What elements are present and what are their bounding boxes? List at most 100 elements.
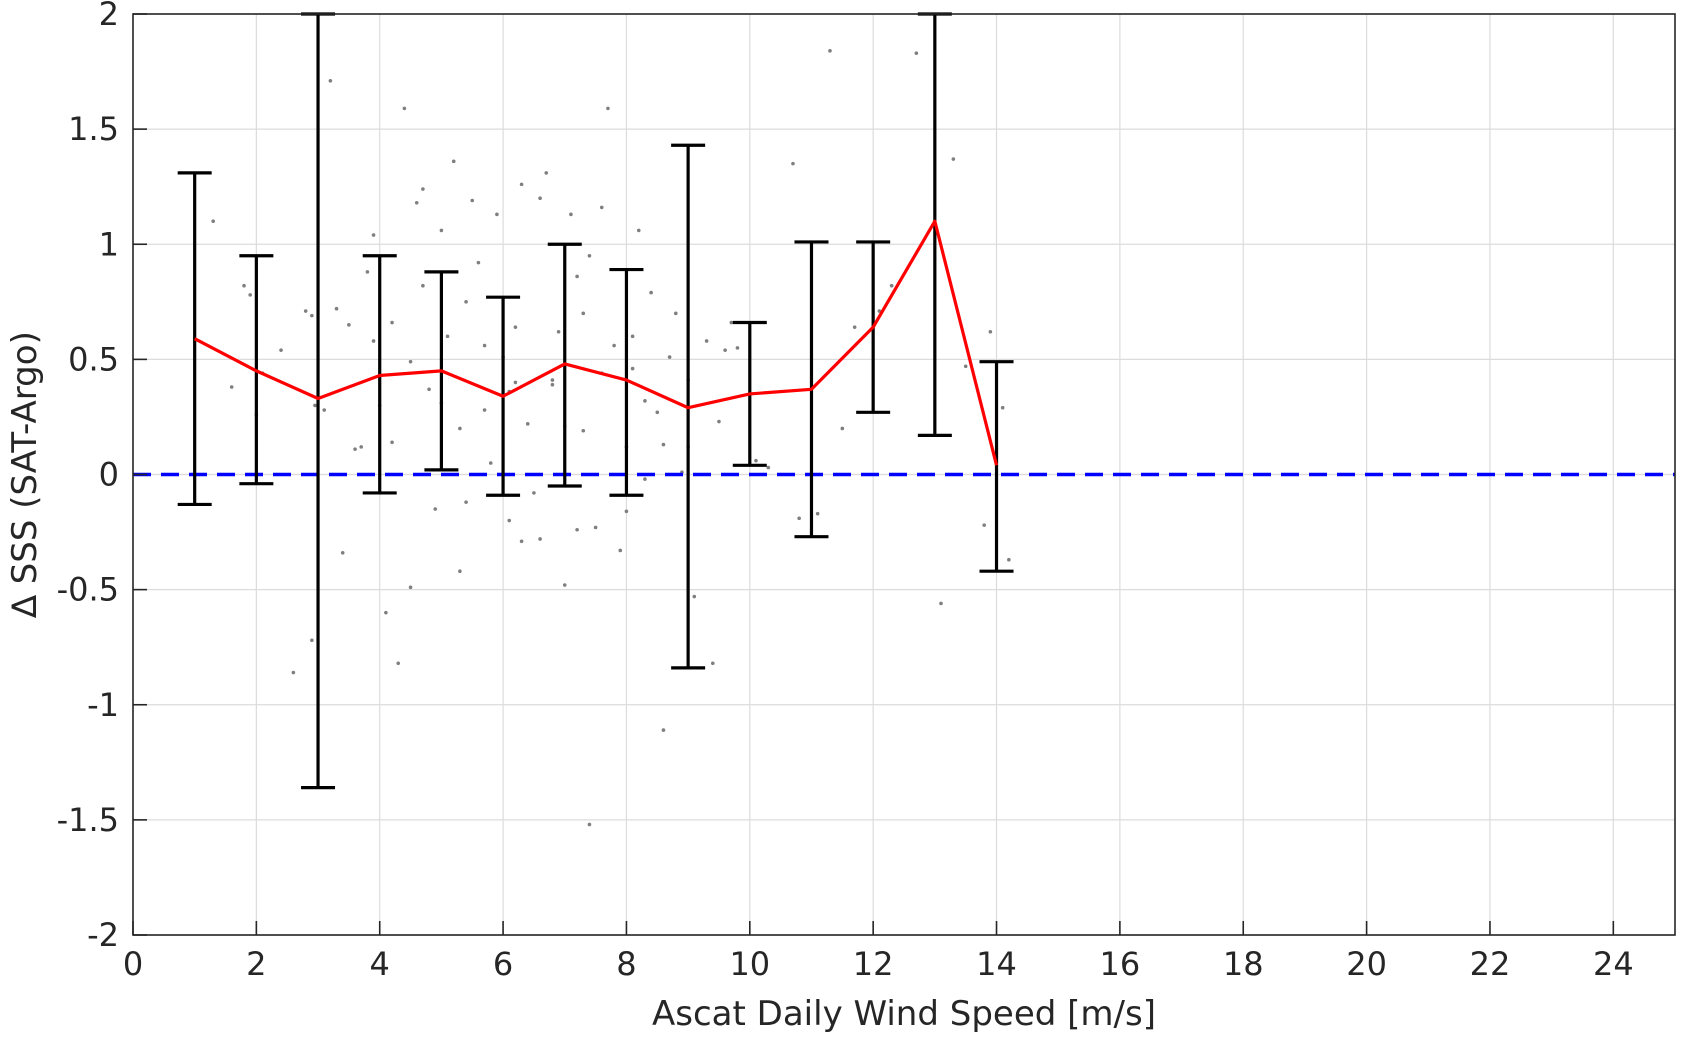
- ticks: [132, 13, 1615, 936]
- y-tick-label: 0.5: [68, 340, 119, 378]
- scatter-point: [889, 283, 894, 288]
- error-bar: [979, 360, 1014, 573]
- x-tick-label: 12: [853, 945, 894, 983]
- scatter-point: [982, 523, 986, 527]
- scatter-point: [717, 419, 721, 424]
- scatter-point: [390, 440, 394, 445]
- y-tick-label: -1: [87, 686, 119, 724]
- y-tick-label: -0.5: [57, 571, 119, 609]
- scatter-point: [754, 458, 758, 463]
- scatter-point: [310, 313, 314, 318]
- scatter-point: [840, 426, 845, 431]
- mean-line: [193, 219, 999, 466]
- x-tick-label: 0: [123, 945, 143, 983]
- scatter-points: [211, 49, 1011, 827]
- scatter-point: [649, 290, 653, 295]
- scatter-point: [470, 198, 475, 203]
- scatter-point: [476, 260, 481, 265]
- y-tick-label: -1.5: [57, 801, 119, 839]
- scatter-point: [630, 366, 635, 371]
- scatter-point: [562, 583, 567, 587]
- scatter-point: [951, 157, 956, 161]
- error-bars: [177, 12, 1014, 790]
- scatter-point: [322, 408, 327, 412]
- scatter-point: [439, 228, 444, 233]
- scatter-point: [581, 311, 586, 316]
- scatter-point: [495, 212, 499, 217]
- scatter-point: [599, 205, 604, 210]
- x-tick-label: 24: [1593, 945, 1634, 983]
- scatter-point: [313, 403, 317, 408]
- scatter-point: [310, 638, 314, 643]
- scatter-point: [211, 219, 215, 224]
- scatter-point: [464, 500, 468, 504]
- y-tick-label: 1.5: [68, 110, 119, 148]
- scatter-point: [550, 382, 555, 387]
- y-tick-label: -2: [87, 916, 119, 954]
- scatter-point: [334, 306, 339, 311]
- scatter-point: [414, 201, 419, 205]
- scatter-point: [519, 539, 524, 544]
- x-tick-label: 22: [1470, 945, 1511, 983]
- scatter-point: [353, 447, 357, 451]
- scatter-point: [692, 594, 697, 599]
- scatter-point: [587, 253, 592, 258]
- x-tick-label: 16: [1100, 945, 1141, 983]
- scatter-point: [488, 461, 493, 465]
- scatter-point: [988, 329, 993, 334]
- scatter-point: [667, 355, 672, 359]
- scatter-point: [815, 511, 820, 516]
- scatter-point: [451, 159, 456, 164]
- scatter-point: [525, 422, 530, 426]
- scatter-point: [661, 442, 666, 447]
- scatter-point: [661, 728, 666, 732]
- scatter-point: [229, 385, 234, 389]
- scatter-point: [396, 661, 401, 666]
- x-tick-label: 6: [493, 945, 513, 983]
- scatter-point: [939, 601, 943, 606]
- scatter-point: [458, 426, 462, 431]
- scatter-point: [575, 274, 579, 279]
- scatter-point: [507, 518, 512, 523]
- scatter-point: [723, 348, 727, 352]
- scatter-point: [421, 283, 425, 288]
- scatter-point: [606, 106, 610, 111]
- scatter-point: [1000, 405, 1005, 410]
- scatter-point: [791, 161, 795, 166]
- scatter-point: [797, 516, 801, 521]
- scatter-point: [513, 380, 518, 385]
- scatter-point: [575, 527, 579, 532]
- y-tick-labels: 2 1.5 1 0.5 0 -0.5 -1 -1.5 -2: [57, 0, 119, 954]
- scatter-point: [384, 610, 388, 615]
- scatter-point: [248, 293, 252, 297]
- x-tick-label: 10: [729, 945, 770, 983]
- mean-line-group: [193, 219, 999, 466]
- scatter-point: [482, 408, 487, 412]
- y-tick-label: 1: [99, 225, 119, 263]
- scatter-point: [587, 822, 592, 827]
- scatter-point: [538, 537, 542, 541]
- scatter-point: [643, 399, 647, 403]
- scatter-point: [624, 509, 629, 514]
- scatter-point: [828, 49, 832, 53]
- scatter-point: [593, 525, 598, 530]
- error-bar: [609, 267, 644, 497]
- scatter-point: [279, 348, 283, 352]
- scatter-point: [242, 283, 246, 288]
- scatter-point: [513, 325, 518, 329]
- scatter-point: [421, 187, 425, 191]
- scatter-point: [766, 465, 771, 470]
- scatter-point: [673, 311, 678, 316]
- scatter-point: [532, 491, 536, 495]
- scatter-point: [636, 228, 641, 233]
- x-tick-label: 2: [246, 945, 266, 983]
- x-tick-label: 4: [370, 945, 390, 983]
- scatter-point: [482, 343, 487, 348]
- scatter-point: [458, 569, 462, 574]
- x-tick-label: 18: [1223, 945, 1264, 983]
- scatter-point: [371, 233, 376, 237]
- y-axis-label: ∆ SSS (SAT-Argo): [5, 331, 45, 619]
- x-tick-label: 20: [1346, 945, 1387, 983]
- scatter-point: [445, 334, 450, 339]
